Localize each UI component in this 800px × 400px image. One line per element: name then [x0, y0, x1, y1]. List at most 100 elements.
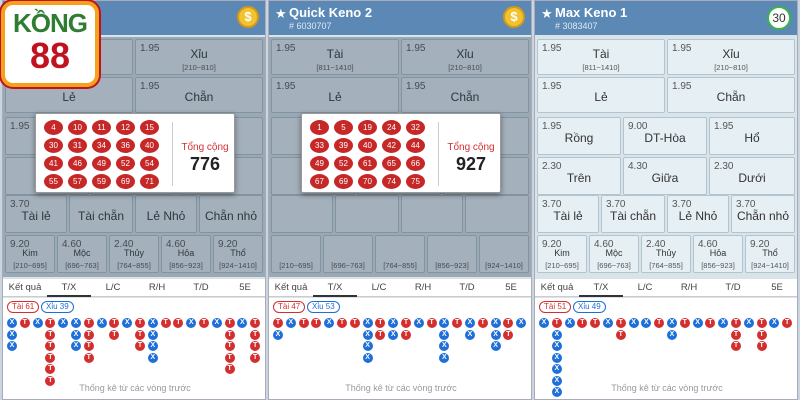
bet-option[interactable]: 3.70 Tài chẵn [601, 195, 665, 233]
tab-4[interactable]: T/D [459, 282, 475, 293]
tab-2[interactable]: L/C [371, 282, 387, 293]
tab-5[interactable]: 5E [239, 282, 251, 293]
bet-option[interactable]: 1.95 Lẻ [537, 77, 665, 113]
tab-1[interactable]: T/X [579, 279, 623, 297]
dollar-coin-icon[interactable]: $ [503, 6, 525, 28]
tab-1[interactable]: T/X [313, 279, 357, 297]
bet-option[interactable]: Lẻ Nhỏ [135, 195, 197, 233]
bet-option[interactable]: 1.95 Xỉu [210~810] [667, 39, 795, 75]
total-label: Tổng cộng [447, 142, 495, 153]
number-ball: 24 [382, 120, 401, 135]
dollar-coin-icon[interactable]: $ [237, 6, 259, 28]
bet-option[interactable]: 9.20 Kim [210~695] [537, 235, 587, 273]
bet-option[interactable]: 2.40 Thủy [764~855] [109, 235, 159, 273]
round-id: # 3083407 [555, 21, 598, 31]
bet-option[interactable]: 4.60 Mộc [696~763] [589, 235, 639, 273]
bet-option[interactable]: Tài chẵn [69, 195, 133, 233]
bet-option[interactable]: 3.70 Tài lẻ [5, 195, 67, 233]
bet-option[interactable]: [696~763] [323, 235, 373, 273]
xiu-count-badge: Xỉu 39 [41, 301, 74, 313]
bet-option[interactable]: 9.20 Thổ [924~1410] [745, 235, 795, 273]
tai-marker: T [756, 341, 767, 351]
bet-option[interactable]: 9.00 DT-Hòa [623, 117, 707, 155]
bet-name: Xỉu [190, 47, 208, 61]
bet-odds: 1.95 [714, 121, 734, 132]
tai-marker: T [199, 318, 209, 328]
tab-0[interactable]: Kết quả [8, 282, 42, 293]
bet-option[interactable] [401, 195, 463, 233]
tab-0[interactable]: Kết quả [274, 282, 308, 293]
star-icon[interactable]: ★ [275, 6, 287, 21]
number-ball: 40 [358, 138, 377, 153]
xiu-marker: X [7, 329, 17, 340]
tab-2[interactable]: L/C [105, 282, 121, 293]
kong88-logo: KỒNG 88 [1, 1, 99, 87]
bet-option[interactable]: 1.95 Xỉu [210~810] [135, 39, 263, 75]
bet-odds: 1.95 [542, 121, 562, 132]
tab-0[interactable]: Kết quả [540, 282, 574, 293]
bet-option[interactable]: [764~855] [375, 235, 425, 273]
bet-odds: 9.20 [218, 239, 238, 250]
tab-5[interactable]: 5E [505, 282, 517, 293]
tai-marker: T [45, 375, 56, 386]
xiu-marker: X [71, 318, 81, 328]
bet-option[interactable]: 1.95 Tài [811~1410] [537, 39, 665, 75]
tab-4[interactable]: T/D [725, 282, 741, 293]
stats-tabs: Kết quả T/X L/C R/H T/D 5E [269, 279, 531, 297]
tab-5[interactable]: 5E [771, 282, 783, 293]
bet-option[interactable] [335, 195, 399, 233]
bet-option[interactable]: 4.60 Mộc [696~763] [57, 235, 107, 273]
bet-option[interactable]: 1.95 Chẵn [667, 77, 795, 113]
bet-option[interactable]: 1.95 Lẻ [271, 77, 399, 113]
bet-option[interactable]: 1.95 Tài [811~1410] [271, 39, 399, 75]
stats-area: Tài 51 Xỉu 49 X T X X X X X X X T T X T T X X T X X T X T X T T T X T… [535, 298, 797, 399]
bet-option[interactable]: 3.70 Tài lẻ [537, 195, 599, 233]
bet-option[interactable]: 3.70 Lẻ Nhỏ [667, 195, 729, 233]
bet-option[interactable]: 3.70 Chẵn nhỏ [731, 195, 795, 233]
tab-4[interactable]: T/D [193, 282, 209, 293]
bet-option[interactable]: 2.40 Thủy [764~855] [641, 235, 691, 273]
bet-option[interactable]: 4.60 Hỏa [856~923] [693, 235, 743, 273]
bet-option[interactable]: 4.60 Hỏa [856~923] [161, 235, 211, 273]
bet-name: Thủy [655, 248, 676, 258]
number-ball: 42 [382, 138, 401, 153]
bet-option[interactable] [271, 195, 333, 233]
tab-2[interactable]: L/C [637, 282, 653, 293]
star-icon[interactable]: ★ [541, 6, 553, 21]
bet-odds: 3.70 [736, 199, 756, 210]
bet-option[interactable]: 9.20 Kim [210~695] [5, 235, 55, 273]
bet-range: [856~923] [169, 261, 203, 270]
bet-option[interactable]: 4.30 Giữa [623, 157, 707, 195]
number-ball: 52 [116, 156, 135, 171]
bet-name: Chẵn [184, 90, 214, 104]
bet-option[interactable]: 1.95 Rồng [537, 117, 621, 155]
bet-option[interactable]: 9.20 Thổ [924~1410] [213, 235, 263, 273]
tab-1[interactable]: T/X [47, 279, 91, 297]
number-ball: 75 [406, 174, 425, 189]
bet-option[interactable]: 2.30 Trên [537, 157, 621, 195]
tab-3[interactable]: R/H [148, 282, 166, 293]
bet-option[interactable]: 1.95 Chẵn [135, 77, 263, 113]
tai-marker: T [224, 364, 235, 374]
bet-option[interactable]: [856~923] [427, 235, 477, 273]
bet-option[interactable]: [210~695] [271, 235, 321, 273]
bet-option[interactable]: 2.30 Dưới [709, 157, 795, 195]
bet-option[interactable]: 1.95 Chẵn [401, 77, 529, 113]
xiu-marker: X [551, 329, 562, 340]
bet-option[interactable]: 1.95 Xỉu [210~810] [401, 39, 529, 75]
bet-option[interactable]: Chẵn nhỏ [199, 195, 263, 233]
divider [172, 122, 173, 186]
tai-marker: T [679, 318, 690, 328]
tai-marker: T [375, 318, 386, 328]
tab-3[interactable]: R/H [680, 282, 698, 293]
bet-option[interactable] [465, 195, 529, 233]
tab-3[interactable]: R/H [414, 282, 432, 293]
number-ball: 41 [44, 156, 63, 171]
number-ball: 52 [334, 156, 353, 171]
bet-option[interactable]: [924~1410] [479, 235, 529, 273]
bet-option[interactable]: 1.95 Hổ [709, 117, 795, 155]
tai-marker: T [135, 329, 145, 340]
xiu-marker: X [32, 318, 43, 328]
tai-marker: T [615, 329, 626, 340]
number-ball: 11 [92, 120, 111, 135]
